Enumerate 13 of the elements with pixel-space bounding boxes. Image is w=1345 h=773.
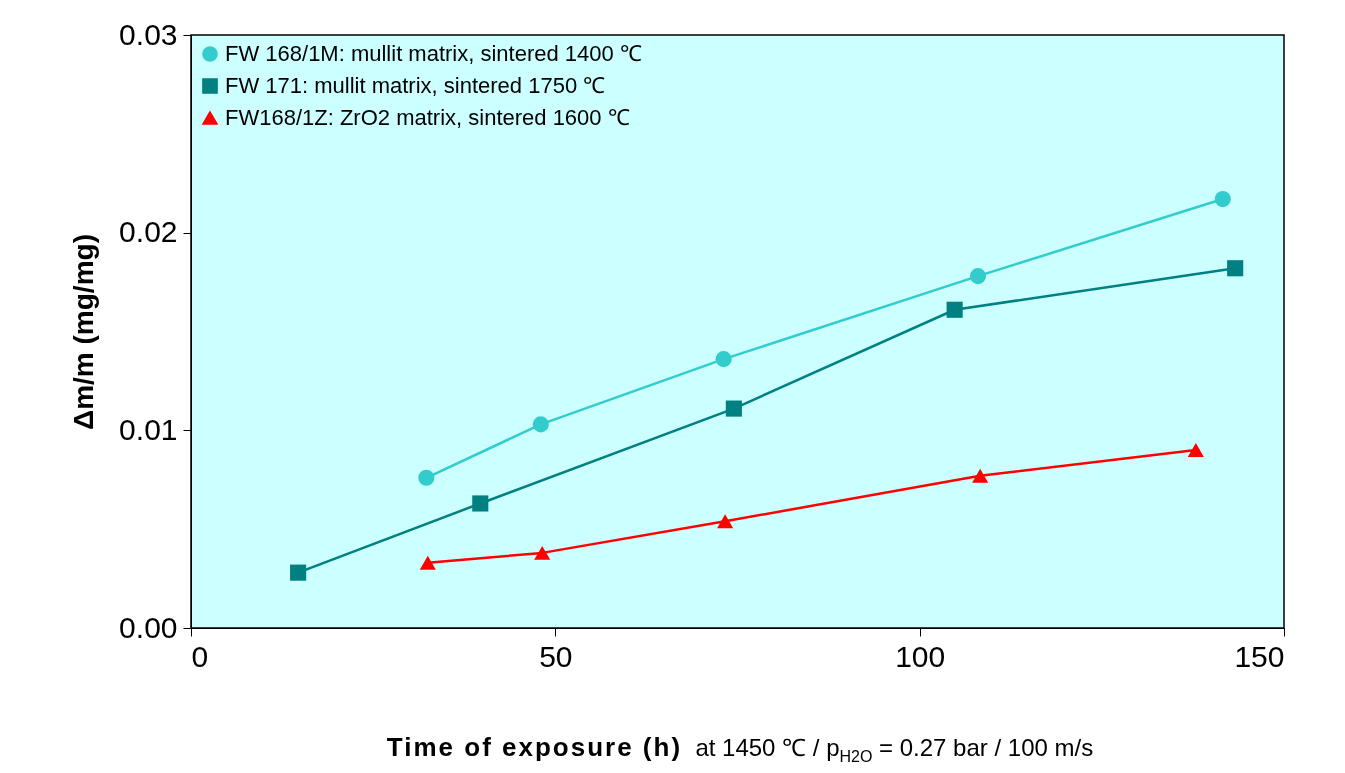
- y-tick-label: 0.01: [119, 412, 178, 446]
- x-tick-label: 150: [1234, 639, 1285, 673]
- y-tick-label: 0.00: [119, 610, 178, 644]
- legend-label: FW 171: mullit matrix, sintered 1750 ℃: [225, 73, 606, 98]
- x-axis-title: Time of exposure (h) at 1450 ℃ / p$_{H2O}$ = 0.27 bar / 100 m/s: [385, 731, 1095, 766]
- x-tick-label: 100: [895, 639, 946, 673]
- y-tick-label: 0.03: [119, 17, 178, 51]
- y-tick-label: 0.02: [119, 215, 178, 249]
- x-tick-label: 0: [191, 639, 209, 673]
- x-tick-label: 50: [539, 639, 573, 673]
- y-axis-title: Δm/m (mg/mg): [68, 234, 100, 430]
- legend-label: FW168/1Z: ZrO2 matrix, sintered 1600 ℃: [225, 105, 630, 130]
- legend-label: FW 168/1M: mullit matrix, sintered 1400 ℃: [225, 41, 642, 66]
